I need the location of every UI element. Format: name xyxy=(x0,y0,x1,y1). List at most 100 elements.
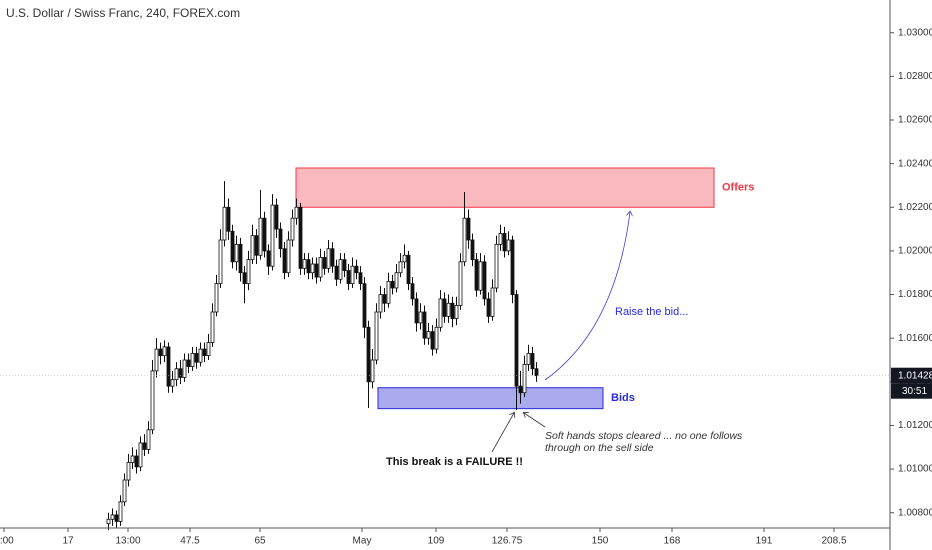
annotation: through on the sell side xyxy=(545,442,654,454)
y-tick-label: 1.01600 xyxy=(898,333,932,344)
candle-body xyxy=(422,311,427,339)
candle-body xyxy=(450,302,455,319)
arrow xyxy=(524,413,546,428)
candle-body xyxy=(354,265,359,274)
candle-body xyxy=(398,261,403,274)
candle-body xyxy=(254,235,259,256)
candle-body xyxy=(162,346,167,357)
x-tick-label: May xyxy=(353,536,372,547)
candle-body xyxy=(510,239,515,295)
candle-body xyxy=(358,272,363,285)
candle-body xyxy=(462,217,467,263)
candle-body xyxy=(230,230,235,263)
annotation: Raise the bid... xyxy=(615,306,688,318)
candle-body xyxy=(490,287,495,317)
candle-body xyxy=(222,206,227,241)
countdown-label: 30:51 xyxy=(902,386,927,397)
candle-body xyxy=(110,514,115,520)
candle-body xyxy=(506,239,511,252)
candle-body xyxy=(290,217,295,241)
candle-body xyxy=(522,363,527,394)
x-tick-label: 208.5 xyxy=(821,536,846,547)
candle-body xyxy=(214,283,219,313)
candle-body xyxy=(346,270,351,285)
candle-body xyxy=(466,217,471,241)
candle-body xyxy=(378,294,383,313)
candle-body xyxy=(350,265,355,285)
candle-body xyxy=(282,248,287,274)
candle-body xyxy=(518,385,523,394)
x-tick-label: 47.5 xyxy=(180,536,200,547)
candle-body xyxy=(438,298,443,328)
candle-body xyxy=(394,272,399,289)
candle-body xyxy=(266,250,271,267)
candle-body xyxy=(150,370,155,431)
candle-body xyxy=(258,217,263,256)
candle-body xyxy=(478,261,483,291)
candle-body xyxy=(130,455,135,463)
candle-body xyxy=(410,283,415,300)
candle-body xyxy=(470,239,475,261)
y-tick-label: 1.01200 xyxy=(898,420,932,431)
candle-body xyxy=(442,298,447,317)
candle-body xyxy=(534,368,539,377)
candle-body xyxy=(414,298,419,324)
candle-body xyxy=(362,283,367,328)
countdown-box xyxy=(891,383,932,399)
y-tick-label: 1.02800 xyxy=(898,71,932,82)
candle-body xyxy=(186,359,191,367)
candle-body xyxy=(166,346,171,387)
candle-body xyxy=(286,239,291,274)
y-tick-label: 1.00800 xyxy=(898,507,932,518)
candle-body xyxy=(202,348,207,357)
candle-body xyxy=(330,248,335,267)
candle-body xyxy=(310,263,315,274)
candle-body xyxy=(158,348,163,357)
candle-body xyxy=(418,311,423,324)
candle-body xyxy=(226,206,231,232)
candle-body xyxy=(198,348,203,363)
candle-body xyxy=(430,331,435,350)
y-tick-label: 1.01000 xyxy=(898,464,932,475)
candle-body xyxy=(306,259,311,274)
candle-body xyxy=(458,261,463,306)
arrow xyxy=(491,413,514,453)
candle-body xyxy=(242,272,247,285)
candle-body xyxy=(134,455,139,468)
candle-body xyxy=(322,257,327,269)
candle-body xyxy=(294,206,299,219)
candle-body xyxy=(106,518,111,525)
candle-body xyxy=(486,298,491,317)
candle-body xyxy=(274,204,279,230)
candle-body xyxy=(238,243,243,274)
candle-body xyxy=(210,311,215,343)
candle-body xyxy=(482,261,487,300)
x-tick-label: 17 xyxy=(62,536,74,547)
x-tick-label: 65 xyxy=(254,536,266,547)
y-tick-label: 1.02600 xyxy=(898,115,932,126)
candle-body xyxy=(142,442,147,450)
annotation: Soft hands stops cleared ... no one foll… xyxy=(545,430,743,442)
candle-body xyxy=(270,204,275,267)
candle-body xyxy=(374,311,379,361)
candle-body xyxy=(342,259,347,271)
y-tick-label: 1.03000 xyxy=(898,27,932,38)
zone xyxy=(377,387,604,410)
x-tick-label: 13:00 xyxy=(115,536,140,547)
x-tick-label: 109 xyxy=(428,536,445,547)
x-tick-label: 126.75 xyxy=(492,536,523,547)
candle-body xyxy=(298,206,303,269)
plot: Offers Bids xyxy=(106,167,754,531)
x-tick-label: 150 xyxy=(592,536,609,547)
candle-body xyxy=(454,305,459,319)
candle-body xyxy=(326,248,331,269)
candle-body xyxy=(234,243,239,263)
candle-body xyxy=(250,235,255,261)
candle-body xyxy=(314,263,319,278)
zone-label: Bids xyxy=(611,392,635,404)
candle-body xyxy=(194,353,199,363)
candle-body xyxy=(514,294,519,387)
zone xyxy=(295,167,715,208)
candle-body xyxy=(122,479,127,503)
candle-body xyxy=(446,302,451,317)
